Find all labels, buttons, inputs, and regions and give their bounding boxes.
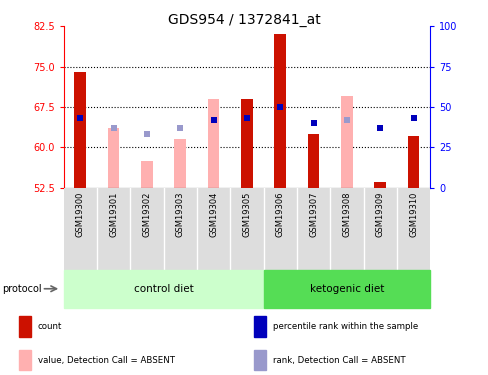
- Text: count: count: [38, 322, 62, 331]
- Bar: [63, 270, 263, 308]
- Text: GSM19301: GSM19301: [109, 192, 118, 237]
- Bar: [207, 99, 219, 188]
- Text: GSM19306: GSM19306: [275, 192, 284, 237]
- Bar: [253, 316, 265, 336]
- Bar: [407, 136, 419, 188]
- Text: percentile rank within the sample: percentile rank within the sample: [272, 322, 417, 331]
- Text: GSM19308: GSM19308: [342, 192, 351, 237]
- Bar: [341, 96, 352, 188]
- Text: GSM19300: GSM19300: [76, 192, 84, 237]
- Text: GSM19304: GSM19304: [209, 192, 218, 237]
- Bar: [374, 182, 386, 188]
- Bar: [253, 350, 265, 370]
- Text: GSM19310: GSM19310: [408, 192, 417, 237]
- Text: GDS954 / 1372841_at: GDS954 / 1372841_at: [168, 13, 320, 27]
- Bar: [307, 134, 319, 188]
- Text: GSM19307: GSM19307: [308, 192, 318, 237]
- Text: GSM19302: GSM19302: [142, 192, 151, 237]
- Text: rank, Detection Call = ABSENT: rank, Detection Call = ABSENT: [272, 356, 405, 364]
- Bar: [19, 316, 31, 336]
- Bar: [174, 139, 186, 188]
- Bar: [141, 160, 152, 188]
- Bar: [19, 350, 31, 370]
- Text: GSM19303: GSM19303: [175, 192, 184, 237]
- Text: GSM19305: GSM19305: [242, 192, 251, 237]
- Text: GSM19309: GSM19309: [375, 192, 384, 237]
- Text: control diet: control diet: [133, 284, 193, 294]
- Bar: [274, 34, 285, 188]
- Text: value, Detection Call = ABSENT: value, Detection Call = ABSENT: [38, 356, 175, 364]
- Text: ketogenic diet: ketogenic diet: [309, 284, 384, 294]
- Bar: [241, 99, 252, 188]
- Text: protocol: protocol: [2, 284, 42, 294]
- Bar: [263, 270, 429, 308]
- Bar: [107, 128, 119, 188]
- Bar: [74, 72, 86, 188]
